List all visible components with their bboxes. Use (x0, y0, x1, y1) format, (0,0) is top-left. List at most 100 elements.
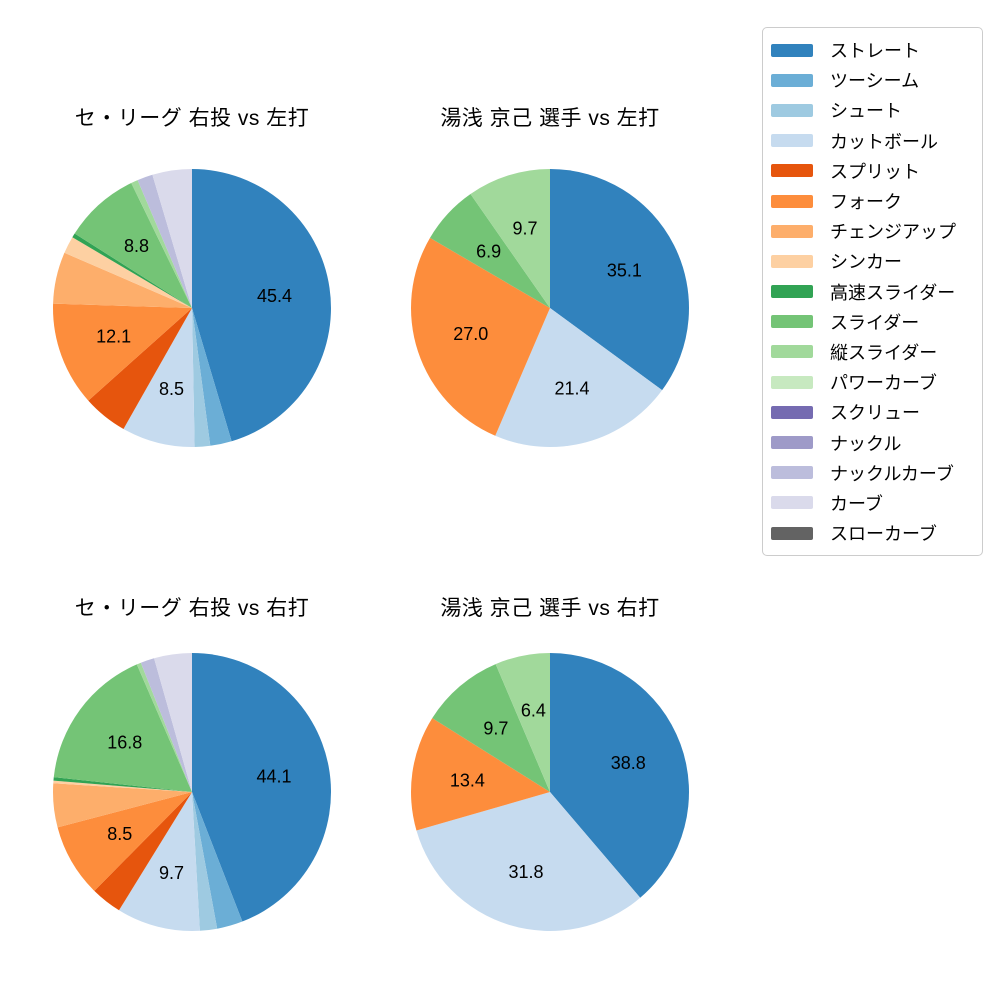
pie-slice (72, 233, 192, 308)
legend-item: フォーク (771, 186, 976, 216)
pie-slice (416, 792, 641, 931)
legend-color-swatch (771, 315, 813, 329)
legend-item: シンカー (771, 246, 976, 276)
slice-value-label: 9.7 (483, 719, 508, 739)
legend-label: スプリット (830, 161, 920, 182)
pie-slice (192, 653, 332, 922)
legend-color-swatch (771, 164, 813, 178)
legend-item: ナックル (771, 427, 976, 457)
legend-label: スライダー (830, 312, 920, 333)
legend-color-swatch (771, 224, 813, 238)
legend-item: ストレート (771, 35, 976, 65)
pie-chart-3: 38.8 31.8 13.4 9.7 6.4 (411, 653, 690, 931)
legend-label: 縦スライダー (830, 342, 938, 363)
chart-title-player-vs-rhb: 湯浅 京己 選手 vs 右打 (440, 597, 660, 620)
pie-slice (53, 664, 192, 792)
legend-label: パワーカーブ (830, 373, 937, 394)
pie-slice (53, 252, 192, 308)
slice-value-label: 9.7 (159, 863, 184, 883)
legend-item: カットボール (771, 126, 976, 156)
chart-title-league-vs-lhb: セ・リーグ 右投 vs 左打 (74, 107, 310, 130)
pie-slice (57, 792, 193, 891)
slice-value-label: 21.4 (554, 378, 589, 398)
legend-item: スローカーブ (771, 518, 976, 548)
chart-title-league-vs-rhb: セ・リーグ 右投 vs 右打 (74, 597, 310, 620)
slice-value-label: 38.8 (611, 753, 646, 773)
pie-slice (94, 792, 192, 911)
pie-slice (131, 180, 192, 308)
pie-slice (53, 303, 192, 401)
pie-slice (192, 308, 232, 446)
slice-value-label: 6.9 (476, 241, 501, 261)
legend-label: ナックルカーブ (830, 463, 954, 484)
slice-value-label: 8.8 (124, 236, 149, 256)
pie-slice (137, 174, 192, 308)
legend-item: ツーシーム (771, 65, 976, 95)
pie-slice (140, 658, 192, 792)
legend-label: カーブ (830, 493, 883, 514)
slice-value-label: 9.7 (512, 218, 537, 238)
pie-slice (52, 783, 193, 828)
pie-slice (192, 792, 218, 931)
slice-value-label: 8.5 (159, 379, 184, 399)
legend-label: ナックル (830, 433, 902, 454)
legend-item: スプリット (771, 156, 976, 186)
pie-slice (550, 169, 690, 391)
pie-slice (74, 182, 192, 308)
legend-color-swatch (771, 285, 813, 299)
legend-label: カットボール (830, 131, 938, 152)
legend-color-swatch (771, 43, 813, 57)
legend-label: スクリュー (830, 403, 920, 424)
legend-color-swatch (771, 375, 813, 389)
pie-slice (470, 169, 550, 308)
legend-item: チェンジアップ (771, 216, 976, 246)
pie-slice (429, 193, 550, 308)
legend-color-swatch (771, 103, 813, 117)
pie-slice (119, 792, 200, 932)
slice-value-label: 12.1 (96, 327, 131, 347)
legend-label: ストレート (830, 41, 920, 62)
legend-label: チェンジアップ (830, 222, 956, 243)
legend-label: シンカー (830, 252, 902, 273)
legend-color-swatch (771, 436, 813, 450)
chart-title-player-vs-lhb: 湯浅 京己 選手 vs 左打 (440, 107, 660, 130)
pie-slice (123, 308, 195, 448)
slice-value-label: 31.8 (508, 862, 543, 882)
legend-item: スクリュー (771, 397, 976, 427)
legend-label: スローカーブ (830, 524, 937, 545)
pie-chart-2: 44.1 9.7 8.5 16.8 (52, 653, 332, 932)
legend-label: フォーク (830, 192, 902, 213)
legend-label: シュート (830, 101, 902, 122)
pie-slice (495, 308, 663, 447)
legend-item: シュート (771, 95, 976, 125)
legend-color-swatch (771, 254, 813, 268)
slice-value-label: 13.4 (450, 770, 485, 790)
slice-value-label: 6.4 (521, 700, 546, 720)
pie-slice (495, 653, 550, 792)
pie-slice (64, 237, 192, 308)
pie-chart-1: 35.1 21.4 27.0 6.9 9.7 (411, 169, 690, 447)
legend-color-swatch (771, 73, 813, 87)
legend-color-swatch (771, 194, 813, 208)
pie-slice (550, 653, 690, 898)
slice-value-label: 16.8 (107, 733, 142, 753)
legend-color-swatch (771, 496, 813, 510)
pie-slice (88, 308, 192, 429)
legend-item: スライダー (771, 307, 976, 337)
slice-value-label: 44.1 (256, 767, 291, 787)
slice-value-label: 27.0 (453, 324, 488, 344)
pie-chart-0: 45.4 8.5 12.1 8.8 (53, 169, 331, 448)
pie-slice (152, 169, 192, 308)
legend-label: ツーシーム (830, 71, 920, 92)
slice-value-label: 45.4 (257, 286, 292, 306)
legend-color-swatch (771, 134, 813, 148)
legend-item: 高速スライダー (771, 277, 976, 307)
legend-color-swatch (771, 405, 813, 419)
legend-item: パワーカーブ (771, 367, 976, 397)
legend-color-swatch (771, 466, 813, 480)
legend-item: カーブ (771, 488, 976, 518)
pitch-type-legend: ストレートツーシームシュートカットボール スプリットフォークチェンジアップ シンカー… (762, 27, 983, 557)
pie-slice (53, 780, 192, 792)
